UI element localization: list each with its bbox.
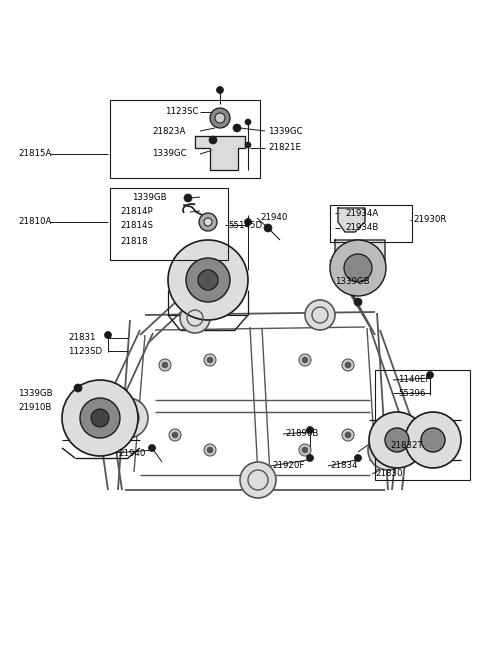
Text: 21818: 21818 <box>120 236 147 246</box>
Circle shape <box>368 430 408 470</box>
Circle shape <box>210 108 230 128</box>
Circle shape <box>199 213 217 231</box>
Circle shape <box>204 354 216 366</box>
Circle shape <box>421 428 445 452</box>
Text: 1339GC: 1339GC <box>152 149 187 159</box>
Circle shape <box>342 429 354 441</box>
Text: 21934B: 21934B <box>345 223 378 233</box>
Text: 21831: 21831 <box>68 333 96 343</box>
Text: 21814S: 21814S <box>120 221 153 229</box>
Circle shape <box>302 447 308 453</box>
Text: 21920F: 21920F <box>272 462 304 470</box>
Polygon shape <box>195 136 245 170</box>
Bar <box>110 188 228 260</box>
Circle shape <box>168 240 248 320</box>
Circle shape <box>186 258 230 302</box>
Circle shape <box>302 357 308 363</box>
Text: 21832T: 21832T <box>390 441 423 449</box>
Text: 1339GB: 1339GB <box>335 278 370 286</box>
Circle shape <box>299 444 311 456</box>
Circle shape <box>180 303 210 333</box>
Circle shape <box>172 432 178 438</box>
Text: 21821E: 21821E <box>268 143 301 153</box>
Text: 1123SD: 1123SD <box>68 346 102 356</box>
Circle shape <box>105 331 111 339</box>
Bar <box>330 205 412 242</box>
Circle shape <box>198 270 218 290</box>
Circle shape <box>299 354 311 366</box>
Circle shape <box>245 142 251 148</box>
Circle shape <box>244 219 252 225</box>
Circle shape <box>344 254 372 282</box>
Circle shape <box>245 119 251 125</box>
Circle shape <box>345 362 351 368</box>
Circle shape <box>355 455 361 462</box>
Text: 1339GB: 1339GB <box>18 390 53 398</box>
Text: 21940: 21940 <box>118 449 145 457</box>
Circle shape <box>204 218 212 226</box>
Circle shape <box>91 409 109 427</box>
Circle shape <box>207 447 213 453</box>
Text: 21834: 21834 <box>330 462 358 470</box>
Circle shape <box>162 362 168 368</box>
Text: 21823A: 21823A <box>152 126 185 136</box>
Circle shape <box>209 136 217 144</box>
Text: 55396: 55396 <box>398 388 425 398</box>
Bar <box>110 100 260 178</box>
Circle shape <box>342 359 354 371</box>
Text: 21815A: 21815A <box>18 149 51 159</box>
Text: 21940: 21940 <box>260 214 288 223</box>
Circle shape <box>74 384 82 392</box>
Circle shape <box>233 124 241 132</box>
Circle shape <box>354 298 362 306</box>
Circle shape <box>264 224 272 232</box>
Text: 1140EF: 1140EF <box>398 375 431 384</box>
Text: 21910B: 21910B <box>18 403 51 413</box>
Circle shape <box>215 113 225 123</box>
Circle shape <box>369 412 425 468</box>
Text: 21814P: 21814P <box>120 206 153 215</box>
Text: 21930R: 21930R <box>413 215 446 225</box>
Text: 21934A: 21934A <box>345 208 378 217</box>
Text: 1123SC: 1123SC <box>165 107 199 117</box>
Text: 21830: 21830 <box>375 470 403 479</box>
Polygon shape <box>338 208 365 232</box>
Circle shape <box>108 398 148 438</box>
Circle shape <box>184 194 192 202</box>
Circle shape <box>204 444 216 456</box>
Circle shape <box>62 380 138 456</box>
Circle shape <box>169 429 181 441</box>
Circle shape <box>307 426 313 434</box>
Circle shape <box>148 445 156 451</box>
Polygon shape <box>335 240 385 285</box>
Circle shape <box>216 86 224 94</box>
Text: 1339GC: 1339GC <box>268 126 302 136</box>
Circle shape <box>330 240 386 296</box>
Circle shape <box>307 455 313 462</box>
Circle shape <box>385 428 409 452</box>
Circle shape <box>159 359 171 371</box>
Circle shape <box>405 412 461 468</box>
Text: 21810A: 21810A <box>18 217 51 227</box>
Circle shape <box>427 371 433 379</box>
Circle shape <box>80 398 120 438</box>
Circle shape <box>345 432 351 438</box>
Text: 1339GB: 1339GB <box>132 193 167 202</box>
Circle shape <box>207 357 213 363</box>
Circle shape <box>305 300 335 330</box>
Circle shape <box>240 462 276 498</box>
Text: 55145D: 55145D <box>228 221 262 229</box>
Text: 21890B: 21890B <box>285 430 318 438</box>
Bar <box>375 370 470 480</box>
